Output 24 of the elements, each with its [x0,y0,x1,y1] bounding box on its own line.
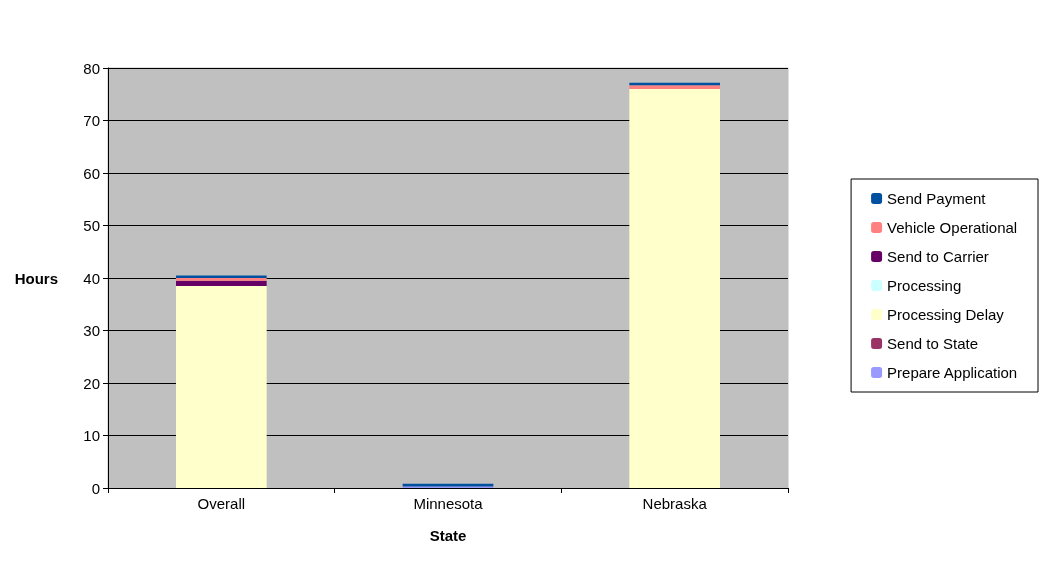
y-tick-label: 70 [83,112,100,129]
x-tick-label: Minnesota [413,495,484,512]
y-tick-label: 0 [91,479,100,497]
legend-label: Send to Carrier [887,248,989,265]
y-tick-label: 60 [83,164,100,182]
legend-label: Processing [887,277,962,294]
bar [629,89,720,488]
legend-label: Prepare Application [887,364,1018,381]
x-axis-title: State [429,527,467,544]
legend-label: Send Payment [887,190,987,207]
bar [176,285,267,488]
y-axis-title: Hours [14,269,58,287]
x-tick-label: Nebraska [642,495,708,512]
legend-label: Send to State [887,335,978,352]
x-tick-label: Overall [197,495,246,512]
y-tick-label: 80 [83,59,100,77]
y-tick-label: 40 [83,269,100,287]
y-tick-label: 10 [83,427,100,444]
bar [176,280,267,286]
y-tick-label: 30 [83,322,100,339]
y-tick-label: 20 [83,374,100,392]
legend-label: Processing Delay [887,306,1005,323]
y-tick-label: 50 [83,217,100,234]
legend-label: Vehicle Operational [887,219,1018,236]
